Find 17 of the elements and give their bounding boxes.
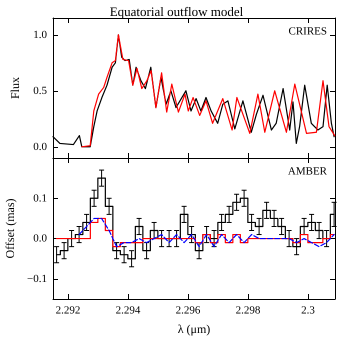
y-tick-label: 0.0 <box>33 140 48 153</box>
x-tick-label: 2.296 <box>176 304 201 316</box>
y-tick-label: 0.5 <box>33 84 48 97</box>
y-tick-label: 1.0 <box>33 28 48 41</box>
y-tick-label: 0.1 <box>33 192 47 204</box>
x-axis-title: λ (μm) <box>178 322 210 336</box>
y-tick-label: −0.1 <box>27 272 47 285</box>
x-tick-label: 2.298 <box>236 304 261 316</box>
x-tick-label: 2.3 <box>301 304 316 316</box>
chart-title: Equatorial outflow model <box>110 4 244 19</box>
x-tick-label: 2.292 <box>56 304 80 316</box>
y-axis-title: Flux <box>8 76 22 100</box>
x-tick-label: 2.294 <box>116 304 141 316</box>
annotation: AMBER <box>288 166 328 178</box>
y-tick-label: 0.0 <box>33 232 48 245</box>
annotation: CRIRES <box>288 26 328 38</box>
y-axis-title: Offset (mas) <box>3 198 18 259</box>
